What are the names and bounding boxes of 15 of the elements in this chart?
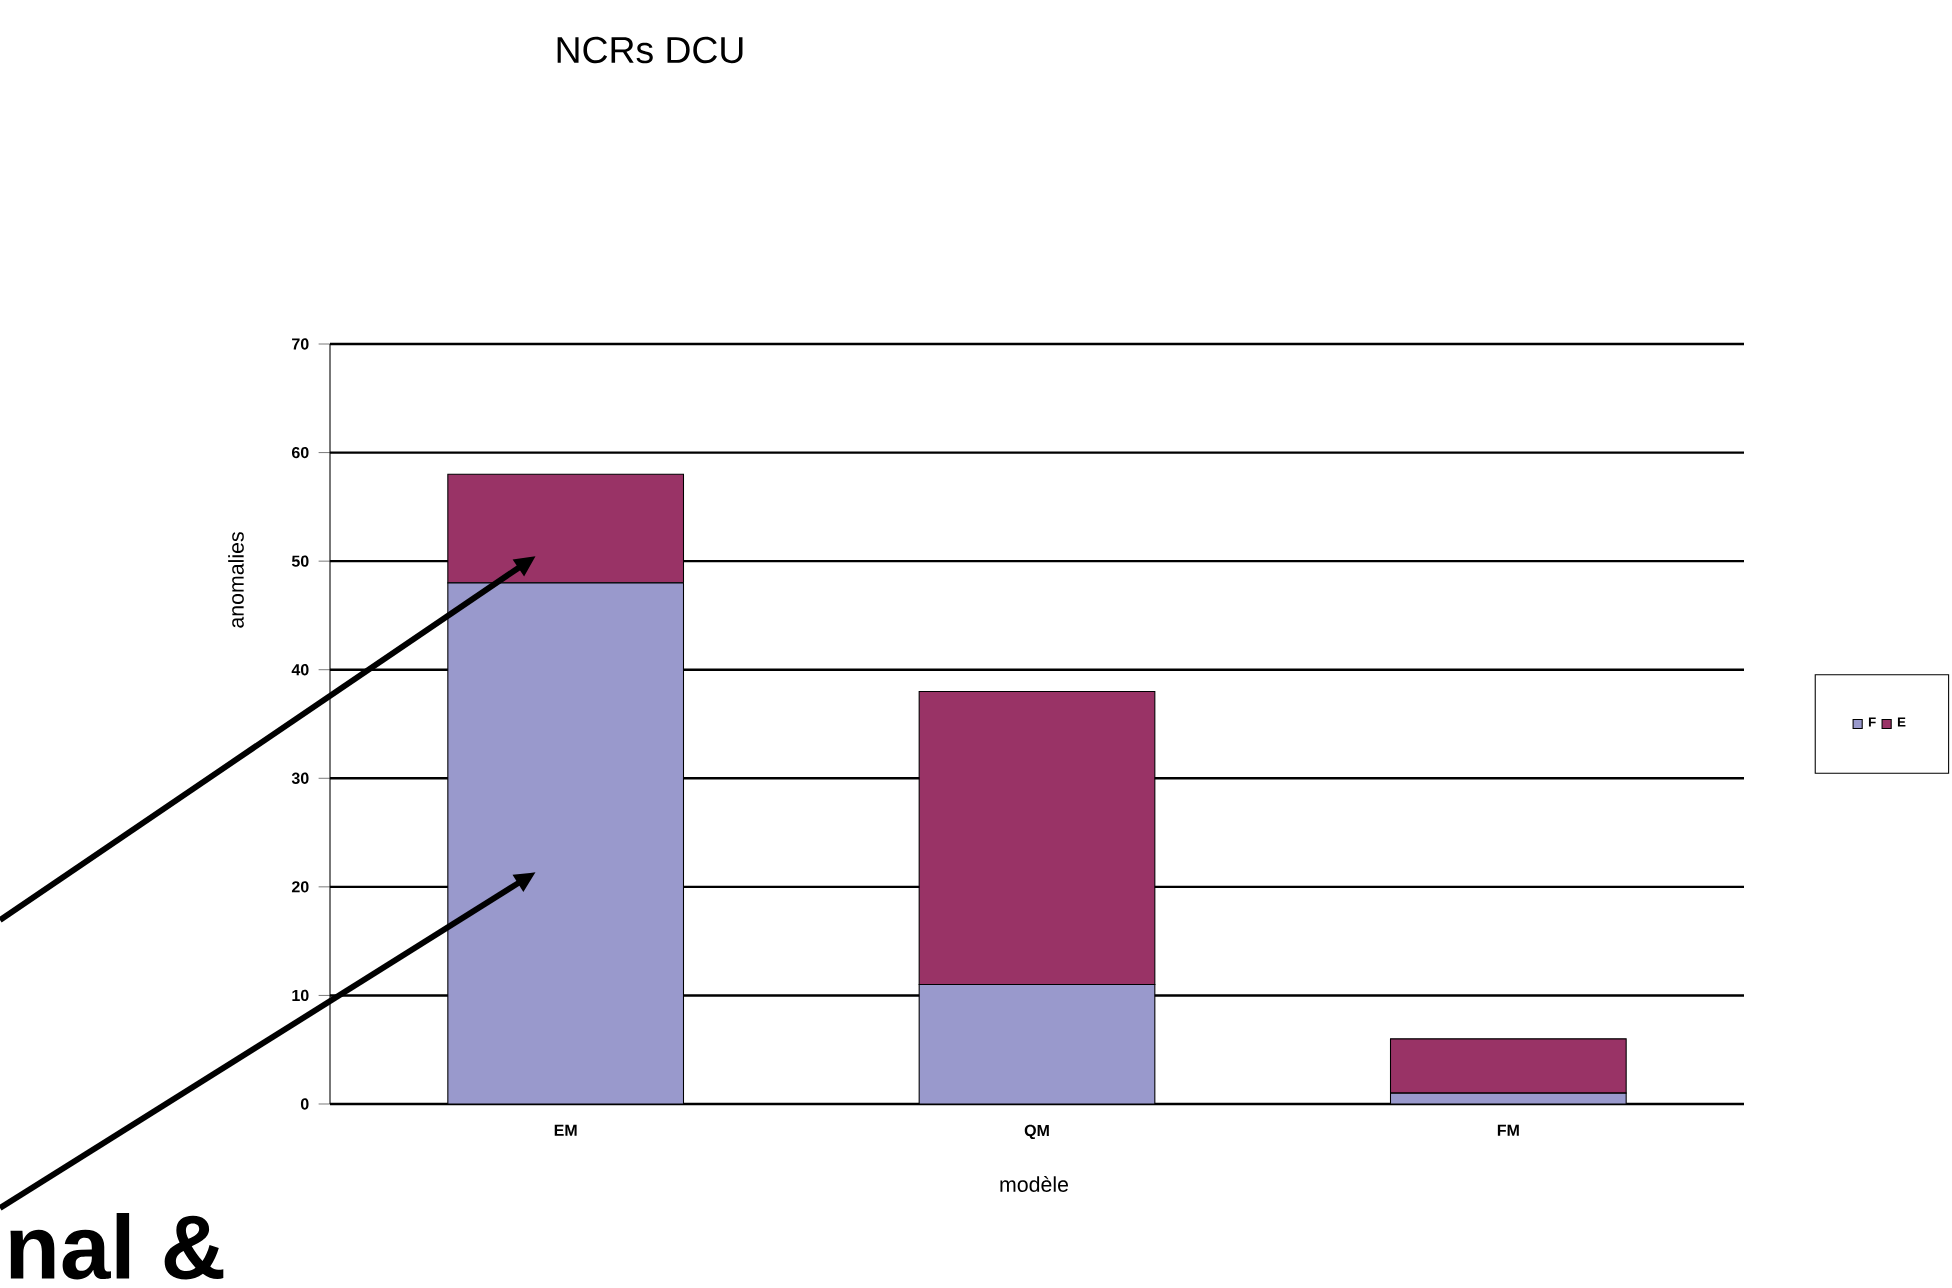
x-axis-title: modèle xyxy=(1000,1176,1069,1192)
y-tick-label: 70 xyxy=(292,338,309,350)
y-tick-label: 30 xyxy=(291,772,309,784)
y-tick-label: 40 xyxy=(291,664,309,676)
y-axis-title: anomalies xyxy=(228,532,244,628)
y-tick-label: 20 xyxy=(291,881,309,893)
x-tick-label: FM xyxy=(1497,1124,1519,1136)
x-tick-label: QM xyxy=(1024,1124,1049,1140)
text: nal & xyxy=(10,1212,224,1280)
y-tick-label: 50 xyxy=(291,555,309,567)
chart-title: NCRs DCU xyxy=(557,36,743,64)
y-tick-label: 10 xyxy=(292,989,309,1002)
x-tick-label: EM xyxy=(554,1124,577,1136)
y-tick-label: 0 xyxy=(300,1098,309,1110)
y-tick-label: 60 xyxy=(291,446,309,459)
